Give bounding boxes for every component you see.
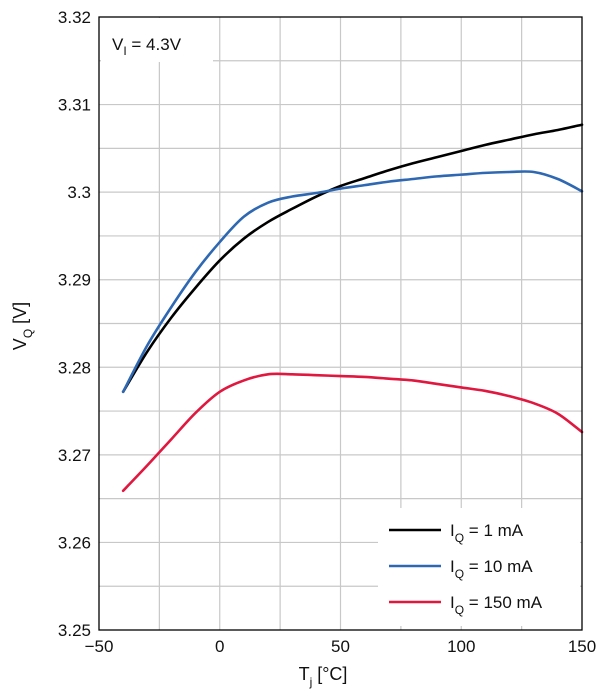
legend-label-sub: Q — [455, 567, 464, 581]
annotation-main: V — [112, 35, 124, 54]
x-axis-label-main: T — [299, 664, 310, 684]
legend-label-main: I — [450, 521, 455, 540]
condition-annotation: VI = 4.3V — [101, 18, 213, 62]
y-tick-label: 3.26 — [58, 533, 91, 552]
x-axis-label-sub: j — [309, 675, 313, 689]
y-axis-label: VQ [V] — [10, 302, 35, 350]
x-tick-label: 100 — [447, 637, 475, 656]
series-line-0 — [121, 123, 584, 394]
y-tick-label: 3.28 — [58, 358, 91, 377]
tick-labels: −50 0 50 100 150 3.25 3.26 3.27 3.28 3.29 3.3 3.31 3… — [58, 8, 596, 656]
legend-label-rest: = 150 mA — [464, 593, 543, 612]
x-tick-label: 50 — [331, 637, 350, 656]
series-lines — [121, 123, 584, 493]
y-tick-label: 3.27 — [58, 446, 91, 465]
y-tick-label: 3.25 — [58, 621, 91, 640]
y-tick-label: 3.32 — [58, 8, 91, 27]
y-tick-label: 3.31 — [58, 96, 91, 115]
legend-label-sub: Q — [455, 531, 464, 545]
legend-label-main: I — [450, 593, 455, 612]
y-axis-label-main: V — [10, 338, 30, 350]
x-tick-label: 0 — [215, 637, 224, 656]
legend-label-2: IQ = 150 mA — [450, 593, 543, 617]
y-tick-label: 3.3 — [67, 183, 91, 202]
x-axis-label: Tj [°C] — [299, 664, 348, 689]
annotation-text: VI = 4.3V — [112, 35, 182, 58]
annotation-sub: I — [123, 44, 126, 58]
annotation-rest: = 4.3V — [127, 35, 182, 54]
legend-label-rest: = 10 mA — [464, 557, 533, 576]
annotation-box — [101, 18, 213, 62]
y-axis-label-rest: [V] — [10, 302, 30, 329]
series-line-1 — [121, 170, 584, 394]
plot-frame — [98, 16, 583, 631]
x-tick-label: 150 — [568, 637, 596, 656]
series-line-2 — [121, 372, 584, 493]
y-tick-label: 3.29 — [58, 271, 91, 290]
grid — [99, 17, 582, 630]
legend-label-0: IQ = 1 mA — [450, 521, 524, 545]
legend-label-1: IQ = 10 mA — [450, 557, 533, 581]
legend-label-sub: Q — [455, 603, 464, 617]
x-tick-label: −50 — [85, 637, 114, 656]
x-axis-label-rest: [°C] — [312, 664, 347, 684]
y-axis-label-sub: Q — [21, 329, 35, 338]
legend-label-rest: = 1 mA — [464, 521, 524, 540]
legend-label-main: I — [450, 557, 455, 576]
